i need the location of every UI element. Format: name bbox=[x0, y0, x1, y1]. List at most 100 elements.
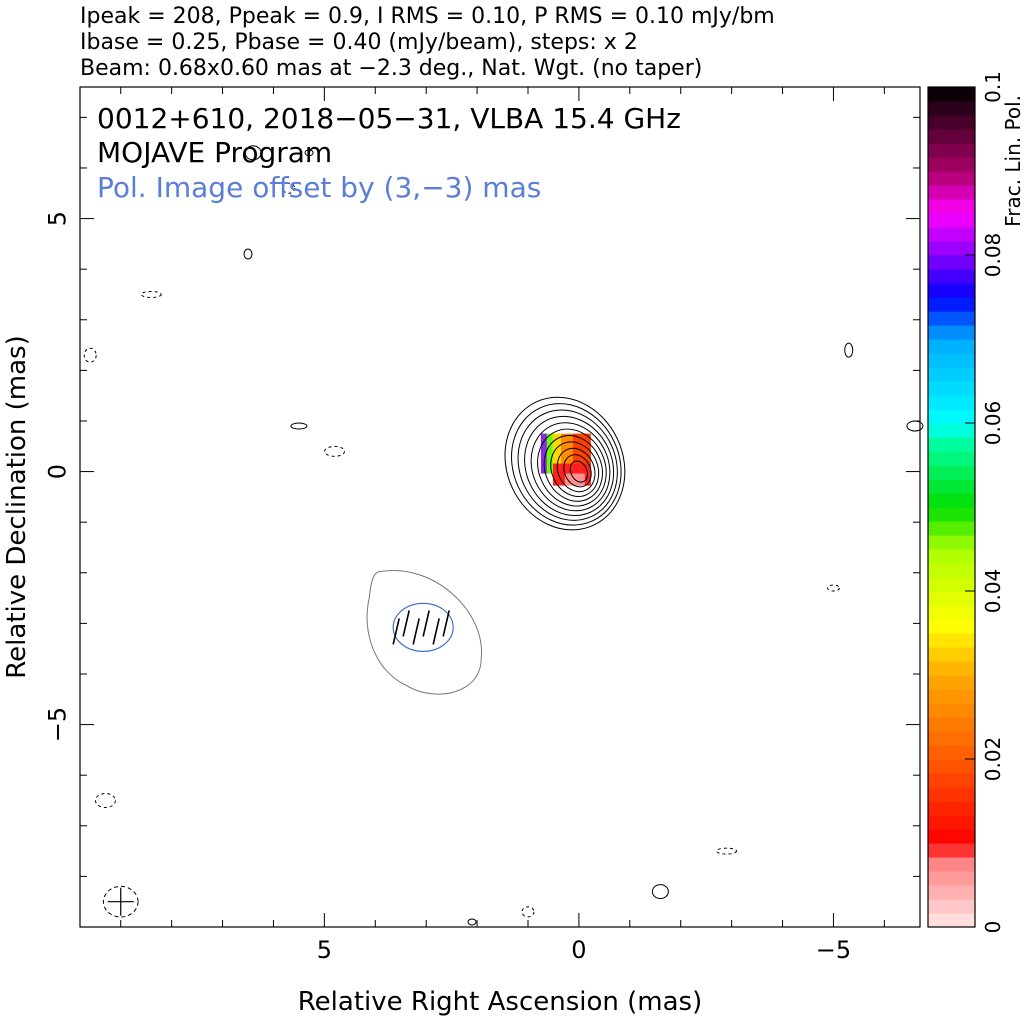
y-tick-label: 0 bbox=[43, 464, 71, 479]
colorbar-step bbox=[928, 857, 975, 872]
noise-contour bbox=[290, 422, 308, 430]
pol-offset-line: Pol. Image offset by (3,−3) mas bbox=[97, 171, 541, 204]
colorbar-tick-label: 0.04 bbox=[981, 569, 1005, 614]
colorbar-step bbox=[928, 115, 975, 130]
colorbar-step bbox=[928, 451, 975, 466]
noise-contour bbox=[243, 248, 253, 260]
colorbar-step bbox=[928, 605, 975, 620]
source-line: 0012+610, 2018−05−31, VLBA 15.4 GHz bbox=[97, 102, 681, 135]
header-line-1: Ipeak = 208, Ppeak = 0.9, I RMS = 0.10, … bbox=[80, 4, 775, 29]
x-tick-label: 0 bbox=[571, 936, 586, 964]
pol-outer-contour bbox=[366, 570, 482, 695]
noise-contour bbox=[140, 290, 162, 298]
colorbar-tick-label: 0.08 bbox=[981, 233, 1005, 278]
colorbar-step bbox=[928, 493, 975, 508]
colorbar-step bbox=[928, 619, 975, 634]
colorbar-step bbox=[928, 171, 975, 186]
colorbar bbox=[928, 87, 975, 928]
colorbar-step bbox=[928, 773, 975, 788]
pol-evpa-vector bbox=[402, 610, 410, 637]
colorbar-step bbox=[928, 843, 975, 858]
colorbar-frame bbox=[927, 86, 976, 928]
program-line: MOJAVE Program bbox=[97, 136, 332, 169]
colorbar-step bbox=[928, 675, 975, 690]
core-contour bbox=[537, 428, 607, 507]
colorbar-step bbox=[928, 255, 975, 270]
colorbar-tick-label: 0.1 bbox=[981, 71, 1005, 103]
pol-inner-contour bbox=[392, 602, 454, 652]
colorbar-step bbox=[928, 381, 975, 396]
core-contour bbox=[524, 415, 615, 517]
noise-contour bbox=[324, 445, 346, 457]
colorbar-step bbox=[928, 913, 975, 928]
colorbar-step bbox=[928, 871, 975, 886]
polarization-component bbox=[366, 570, 482, 695]
x-axis-label: Relative Right Ascension (mas) bbox=[298, 987, 702, 1017]
core-contour bbox=[504, 396, 626, 531]
colorbar-step bbox=[928, 507, 975, 522]
x-tick-label: −5 bbox=[816, 936, 851, 964]
colorbar-step bbox=[928, 731, 975, 746]
colorbar-step bbox=[928, 521, 975, 536]
colorbar-step bbox=[928, 227, 975, 242]
colorbar-step bbox=[928, 479, 975, 494]
beam-ellipse bbox=[102, 885, 139, 918]
pol-evpa-vector bbox=[422, 610, 430, 637]
beam-marker bbox=[102, 885, 139, 918]
core-contour bbox=[569, 460, 589, 483]
frac-pol-pixel bbox=[540, 433, 547, 474]
noise-contour bbox=[467, 918, 477, 926]
noise-contour bbox=[282, 182, 296, 194]
noise-contours bbox=[83, 145, 924, 926]
y-tick-label: 5 bbox=[43, 211, 71, 226]
noise-contour bbox=[906, 420, 924, 432]
colorbar-step bbox=[928, 143, 975, 158]
noise-contour bbox=[94, 792, 116, 808]
core-contour bbox=[550, 441, 600, 497]
colorbar-step bbox=[928, 409, 975, 424]
colorbar-step bbox=[928, 437, 975, 452]
colorbar-step bbox=[928, 661, 975, 676]
colorbar-step bbox=[928, 759, 975, 774]
colorbar-step bbox=[928, 367, 975, 382]
colorbar-step bbox=[928, 787, 975, 802]
core-contour bbox=[556, 447, 596, 493]
colorbar-step bbox=[928, 535, 975, 550]
colorbar-label: Frac. Lin. Pol. bbox=[1001, 95, 1025, 227]
colorbar-tick-label: 0.06 bbox=[981, 401, 1005, 446]
colorbar-step bbox=[928, 157, 975, 172]
colorbar-step bbox=[928, 325, 975, 340]
noise-contour bbox=[826, 584, 840, 592]
frac-pol-pixel bbox=[546, 433, 553, 474]
colorbar-step bbox=[928, 633, 975, 648]
colorbar-step bbox=[928, 297, 975, 312]
core-contour bbox=[511, 403, 622, 526]
colorbar-step bbox=[928, 829, 975, 844]
colorbar-step bbox=[928, 199, 975, 214]
noise-contour bbox=[244, 145, 262, 161]
x-tick-label: 5 bbox=[317, 936, 332, 964]
colorbar-tick-label: 0 bbox=[981, 921, 1005, 934]
y-tick-label: −5 bbox=[43, 707, 71, 742]
colorbar-step bbox=[928, 353, 975, 368]
axis-ticks bbox=[80, 87, 920, 927]
core-contour bbox=[563, 454, 592, 488]
plot-frame bbox=[79, 86, 921, 928]
colorbar-step bbox=[928, 563, 975, 578]
pol-evpa-vector bbox=[442, 610, 450, 637]
colorbar-step bbox=[928, 689, 975, 704]
colorbar-step bbox=[928, 815, 975, 830]
noise-contour bbox=[83, 347, 97, 363]
colorbar-step bbox=[928, 395, 975, 410]
pol-evpa-vector bbox=[432, 618, 440, 645]
colorbar-step bbox=[928, 801, 975, 816]
colorbar-step bbox=[928, 899, 975, 914]
colorbar-step bbox=[928, 647, 975, 662]
colorbar-step bbox=[928, 703, 975, 718]
x-tick-labels: 5 0 −5 bbox=[317, 936, 851, 964]
colorbar-step bbox=[928, 745, 975, 760]
colorbar-step bbox=[928, 129, 975, 144]
frac-pol-pixel bbox=[552, 433, 561, 474]
colorbar-step bbox=[928, 885, 975, 900]
